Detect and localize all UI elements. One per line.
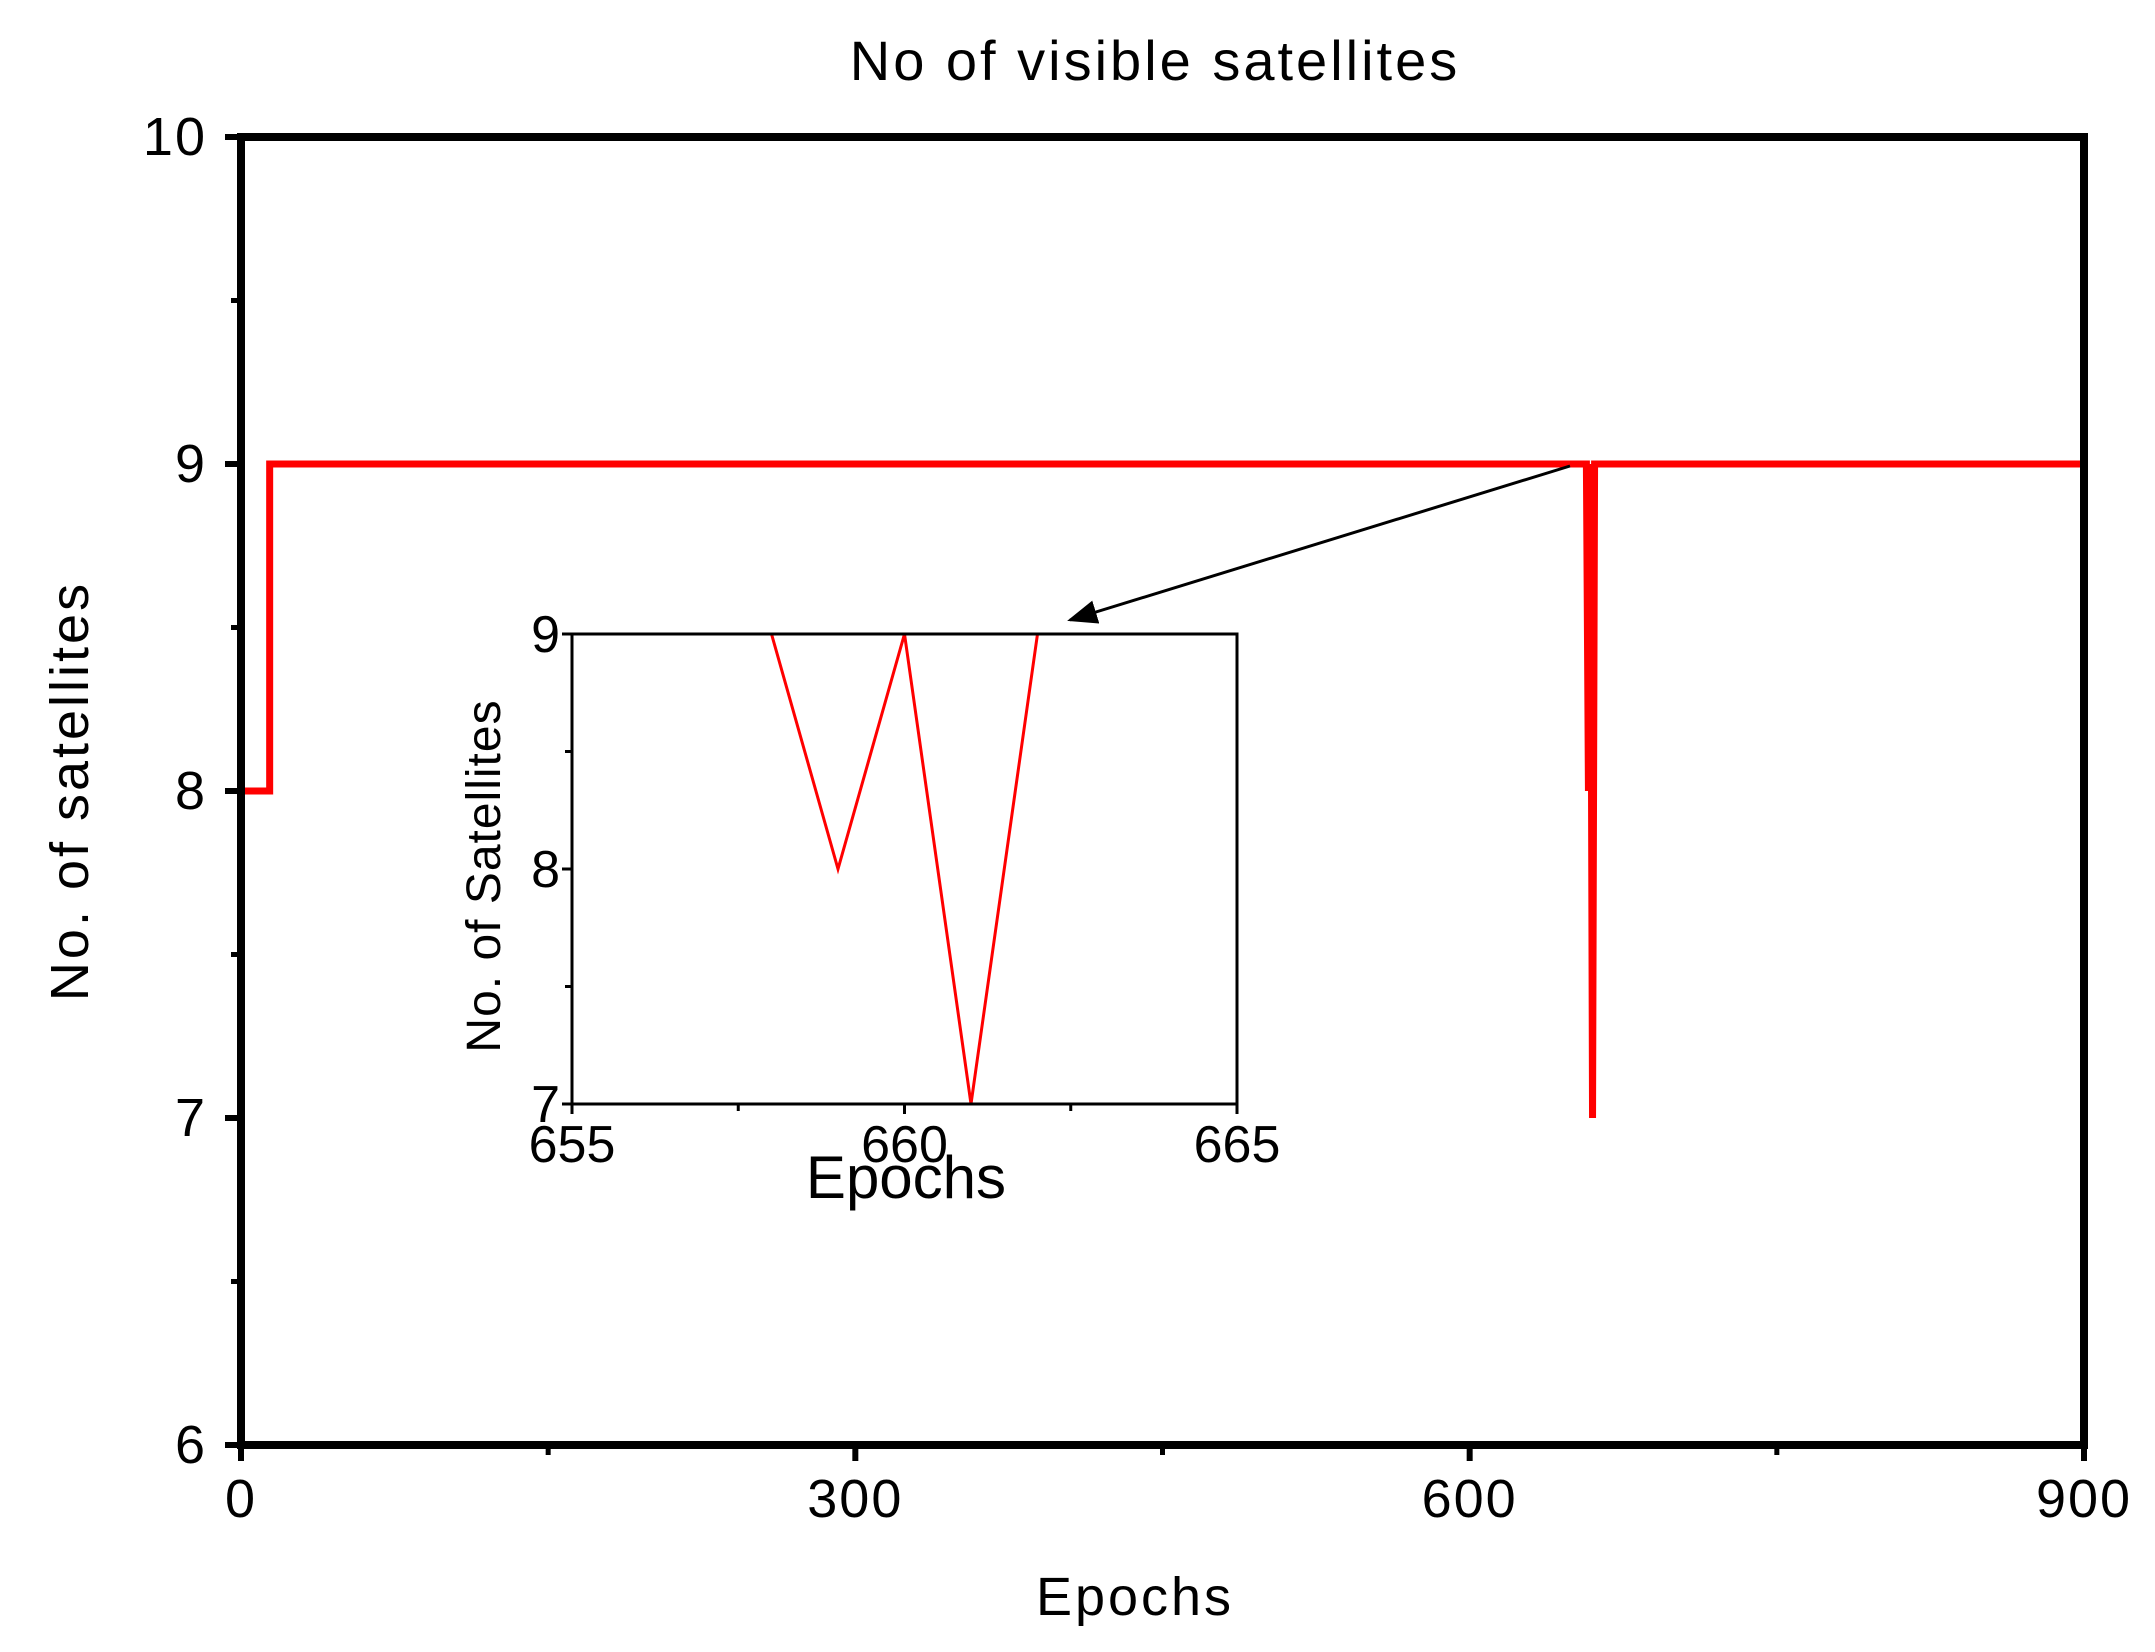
inset-x-axis-label: Epochs: [806, 1144, 1006, 1211]
inset-y-tick-label: 8: [531, 841, 560, 899]
y-tick-label: 7: [175, 1088, 207, 1148]
main-plot-frame: [237, 133, 2088, 1449]
annotation-arrow: [1067, 464, 1571, 624]
inset-y-axis-label: No. of Satellites: [458, 699, 511, 1052]
main-tick-labels: 0 300 600 900 6 7 8 9 10: [143, 107, 2132, 1529]
main-series-group: [241, 460, 2084, 1119]
x-tick-label: 300: [807, 1469, 903, 1529]
x-tick-label: 900: [2036, 1469, 2132, 1529]
x-tick-label: 600: [1422, 1469, 1518, 1529]
x-axis-label: Epochs: [1036, 1567, 1234, 1627]
y-tick-label: 10: [143, 107, 207, 167]
inset-y-tick-label: 7: [531, 1076, 560, 1134]
inset-plot: 655 660 665 7 8 9: [529, 606, 1281, 1174]
inset-background: [572, 634, 1237, 1104]
inset-tick-labels: 655 660 665 7 8 9: [529, 606, 1281, 1174]
y-tick-label: 8: [175, 761, 207, 821]
inset-x-tick-label: 655: [529, 1116, 616, 1174]
main-plot: 0 300 600 900 6 7 8 9 10: [143, 107, 2132, 1529]
inset-y-tick-label: 9: [531, 606, 560, 664]
y-tick-label: 6: [175, 1415, 207, 1475]
y-tick-label: 9: [175, 434, 207, 494]
x-tick-label: 0: [225, 1469, 257, 1529]
inset-x-tick-label: 660: [861, 1116, 948, 1174]
inset-x-tick-label: 665: [1194, 1116, 1281, 1174]
inset-plot-frame: [570, 632, 1239, 1106]
chart-title: No of visible satellites: [850, 29, 1460, 92]
y-axis-label: No. of satellites: [40, 581, 100, 1001]
series-line: [241, 460, 2084, 1119]
